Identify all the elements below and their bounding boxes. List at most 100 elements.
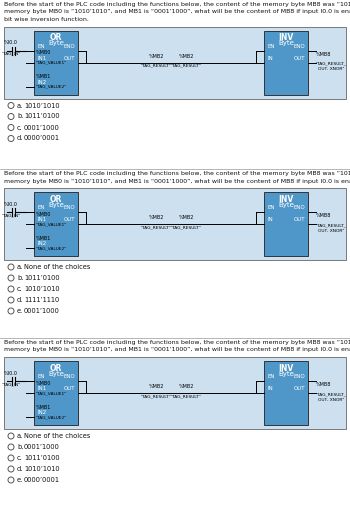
Text: "TAG_VALUE2": "TAG_VALUE2" — [36, 85, 67, 89]
Text: IN2: IN2 — [37, 80, 46, 85]
Text: Byte: Byte — [278, 371, 294, 377]
Bar — [34, 192, 78, 256]
Text: %MB2: %MB2 — [178, 215, 194, 220]
Text: "TAG_VALUE2": "TAG_VALUE2" — [36, 415, 67, 419]
Text: c.: c. — [17, 455, 23, 461]
Text: %MB2: %MB2 — [178, 384, 194, 389]
Text: a.: a. — [17, 433, 23, 439]
Text: %I0.0: %I0.0 — [4, 371, 18, 376]
Text: EN: EN — [267, 205, 274, 210]
Text: "TAG_VALUE1": "TAG_VALUE1" — [36, 222, 67, 226]
Text: %MB2: %MB2 — [178, 54, 194, 58]
Text: EN: EN — [267, 374, 274, 379]
Text: "TAG_RESULT": "TAG_RESULT" — [171, 63, 201, 67]
Text: e.: e. — [17, 308, 23, 314]
Text: "TAG_VALUE2": "TAG_VALUE2" — [36, 246, 67, 250]
Text: Byte: Byte — [278, 202, 294, 208]
Text: "TAG_RESULT_: "TAG_RESULT_ — [316, 223, 347, 227]
Text: 1111’1110: 1111’1110 — [24, 297, 59, 303]
Text: OUT: OUT — [294, 386, 305, 391]
Text: IN: IN — [267, 55, 273, 60]
Text: EN: EN — [37, 205, 44, 210]
Text: 1011’0100: 1011’0100 — [24, 114, 60, 120]
Bar — [264, 30, 308, 94]
Text: "TAG_VALUE1": "TAG_VALUE1" — [36, 60, 67, 64]
Text: d.: d. — [17, 466, 23, 472]
Text: ENO: ENO — [63, 205, 75, 210]
Text: memory byte MB0 is “1010’1010”, and MB1 is “0001’1000”, what will be the content: memory byte MB0 is “1010’1010”, and MB1 … — [4, 347, 350, 352]
Text: "TAG_RESULT_: "TAG_RESULT_ — [316, 392, 347, 396]
Text: a.: a. — [17, 102, 23, 108]
Text: Byte: Byte — [48, 202, 64, 208]
Text: %I0.0: %I0.0 — [4, 202, 18, 207]
Text: IN: IN — [267, 217, 273, 222]
Text: EN: EN — [267, 44, 274, 49]
Text: 0001’1000: 0001’1000 — [24, 444, 60, 450]
Bar — [4, 188, 346, 260]
Text: e.: e. — [17, 477, 23, 483]
Text: OUT- XNOR": OUT- XNOR" — [318, 229, 344, 233]
Text: OR: OR — [50, 195, 62, 204]
Text: 0000’0001: 0000’0001 — [24, 135, 60, 141]
Text: ENO: ENO — [293, 44, 305, 49]
Text: INV: INV — [278, 364, 294, 373]
Text: %MB2: %MB2 — [148, 54, 164, 58]
Text: %MB2: %MB2 — [148, 215, 164, 220]
Text: IN: IN — [267, 386, 273, 391]
Text: %MB8: %MB8 — [316, 52, 331, 56]
Text: Byte: Byte — [48, 371, 64, 377]
Text: memory byte MB0 is “1010’1010”, and MB1 is “0001’1000”, what will be the content: memory byte MB0 is “1010’1010”, and MB1 … — [4, 10, 350, 15]
Text: %MB0: %MB0 — [36, 51, 51, 55]
Text: %MB2: %MB2 — [148, 384, 164, 389]
Bar — [264, 192, 308, 256]
Text: IN2: IN2 — [37, 241, 46, 246]
Text: IN2: IN2 — [37, 410, 46, 415]
Text: %MB0: %MB0 — [36, 381, 51, 386]
Text: OR: OR — [50, 364, 62, 373]
Text: b.: b. — [17, 444, 23, 450]
Text: 0000’0001: 0000’0001 — [24, 477, 60, 483]
Text: ENO: ENO — [63, 44, 75, 49]
Text: memory byte MB0 is “1010’1010”, and MB1 is “0001’1000”, what will be the content: memory byte MB0 is “1010’1010”, and MB1 … — [4, 178, 350, 184]
Text: 1010’1010: 1010’1010 — [24, 466, 60, 472]
Text: IN1: IN1 — [37, 386, 46, 391]
Text: 1011’0100: 1011’0100 — [24, 275, 60, 281]
Text: "TAG_VALUE1": "TAG_VALUE1" — [36, 391, 67, 395]
Text: INV: INV — [278, 33, 294, 43]
Bar — [34, 361, 78, 425]
Text: Before the start of the PLC code including the functions below, the content of t: Before the start of the PLC code includi… — [4, 171, 350, 176]
Text: OR: OR — [50, 33, 62, 43]
Text: 1010’1010: 1010’1010 — [24, 286, 60, 292]
Text: "TAG_RESULT": "TAG_RESULT" — [171, 394, 201, 398]
Text: a.: a. — [17, 264, 23, 270]
Text: OUT: OUT — [63, 55, 75, 60]
Bar — [264, 361, 308, 425]
Text: "TAG_RESULT": "TAG_RESULT" — [141, 63, 172, 67]
Text: "TAG_RESULT": "TAG_RESULT" — [141, 225, 172, 229]
Text: EN: EN — [37, 44, 44, 49]
Bar — [4, 26, 346, 98]
Text: None of the choices: None of the choices — [24, 264, 90, 270]
Text: OUT: OUT — [294, 217, 305, 222]
Text: IN1: IN1 — [37, 55, 46, 60]
Text: 0001’1000: 0001’1000 — [24, 308, 60, 314]
Text: %MB8: %MB8 — [316, 382, 331, 387]
Text: Before the start of the PLC code including the functions below, the content of t: Before the start of the PLC code includi… — [4, 340, 350, 345]
Text: EN: EN — [37, 374, 44, 379]
Text: ENO: ENO — [293, 374, 305, 379]
Text: c.: c. — [17, 286, 23, 292]
Bar — [4, 357, 346, 429]
Text: Before the start of the PLC code including the functions below, the content of t: Before the start of the PLC code includi… — [4, 2, 350, 7]
Text: OUT: OUT — [63, 386, 75, 391]
Text: %MB0: %MB0 — [36, 212, 51, 217]
Text: d.: d. — [17, 135, 23, 141]
Text: "TAG_RESULT": "TAG_RESULT" — [171, 225, 201, 229]
Text: %MB8: %MB8 — [316, 213, 331, 218]
Text: %I0.0: %I0.0 — [4, 41, 18, 46]
Text: d.: d. — [17, 297, 23, 303]
Text: %MB1: %MB1 — [36, 75, 51, 80]
Text: "TAG_RESULT": "TAG_RESULT" — [141, 394, 172, 398]
Text: OUT- XNOR": OUT- XNOR" — [318, 398, 344, 402]
Text: Byte: Byte — [48, 41, 64, 47]
Text: 1011’0100: 1011’0100 — [24, 455, 60, 461]
